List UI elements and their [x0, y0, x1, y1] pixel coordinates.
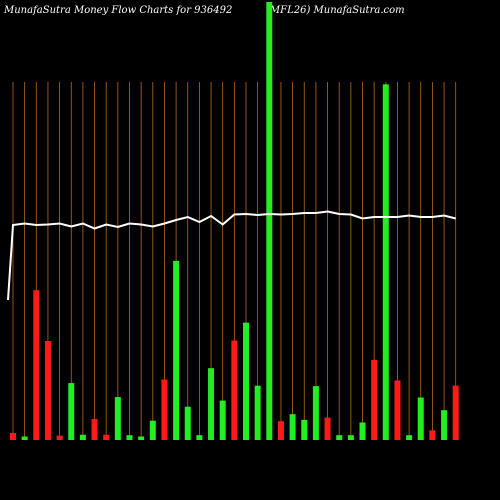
bar-17 — [196, 435, 203, 440]
bar-12 — [138, 436, 145, 440]
header-left-text: MunafaSutra Money Flow Charts for 936492 — [4, 5, 233, 16]
bar-7 — [79, 434, 86, 440]
bar-18 — [208, 368, 215, 440]
bar-21 — [243, 322, 249, 440]
bar-15 — [173, 260, 180, 440]
bar-2 — [21, 436, 28, 440]
bar-32 — [371, 359, 378, 440]
header-right-text: (MFL26) MunafaSutra.com — [266, 5, 405, 16]
bar-5 — [56, 435, 63, 440]
bar-22 — [254, 385, 261, 440]
bars — [10, 2, 459, 441]
bar-23 — [266, 2, 273, 440]
bar-38 — [441, 410, 448, 440]
bar-27 — [312, 386, 319, 440]
bar-29 — [336, 435, 343, 440]
money-flow-line-path — [7, 210, 456, 301]
money-flow-line — [7, 210, 456, 301]
bar-31 — [359, 422, 366, 440]
bar-1 — [10, 432, 16, 440]
bar-33 — [382, 84, 389, 441]
bar-25 — [289, 414, 296, 440]
bar-10 — [114, 397, 121, 440]
bar-39 — [452, 385, 459, 440]
bar-8 — [91, 418, 98, 440]
bar-26 — [301, 419, 308, 440]
bar-9 — [103, 434, 110, 440]
bar-16 — [184, 406, 191, 440]
bar-37 — [429, 430, 436, 440]
bar-35 — [406, 435, 413, 440]
bar-34 — [394, 380, 401, 440]
bar-28 — [324, 417, 331, 440]
bar-19 — [219, 400, 226, 440]
bar-3 — [33, 290, 40, 440]
bar-30 — [347, 435, 354, 440]
bar-6 — [68, 383, 75, 440]
bar-14 — [161, 379, 168, 440]
bar-13 — [149, 420, 156, 440]
chart-header: MunafaSutra Money Flow Charts for 936492… — [0, 5, 500, 21]
bar-36 — [417, 397, 424, 440]
bar-4 — [44, 341, 51, 440]
bar-11 — [126, 435, 133, 440]
bar-20 — [231, 340, 238, 440]
bar-24 — [277, 421, 284, 440]
